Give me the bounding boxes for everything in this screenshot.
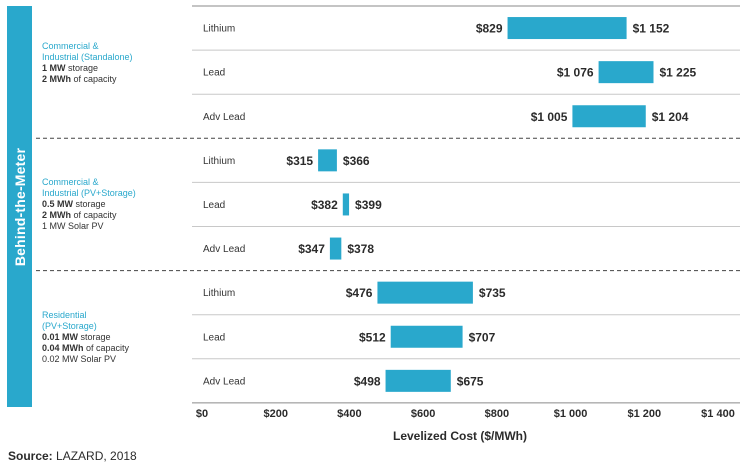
group-spec: 2 MWh of capacity	[42, 210, 192, 221]
spec-value: 0.5 MW	[42, 199, 74, 209]
high-value-label: $1 225	[660, 66, 697, 80]
category-label: Lithium	[203, 156, 235, 167]
range-bar	[318, 149, 337, 172]
high-value-label: $378	[347, 242, 374, 256]
category-label: Lead	[203, 332, 225, 343]
spec-text: storage	[65, 63, 99, 73]
x-tick-label: $800	[485, 408, 509, 420]
x-tick-label: $1 200	[627, 408, 661, 420]
group-spec: 2 MWh of capacity	[42, 74, 192, 85]
range-bar	[342, 193, 350, 216]
range-bar	[598, 61, 654, 84]
spec-value: 2 MWh	[42, 74, 71, 84]
range-bar	[507, 17, 627, 40]
spec-text: 0.02 MW Solar PV	[42, 354, 117, 364]
high-value-label: $366	[343, 154, 370, 168]
low-value-label: $476	[346, 286, 373, 300]
x-tick-label: $1 000	[554, 408, 588, 420]
category-label: Lithium	[203, 288, 235, 299]
group-title-line2: (PV+Storage)	[42, 321, 97, 331]
spec-text: of capacity	[71, 210, 117, 220]
group-spec: 1 MW storage	[42, 63, 192, 74]
high-value-label: $399	[355, 198, 382, 212]
category-label: Lead	[203, 200, 225, 211]
source-text: LAZARD, 2018	[52, 449, 137, 463]
spec-text: 1 MW Solar PV	[42, 221, 104, 231]
group-title-line2: Industrial (Standalone)	[42, 52, 133, 62]
spec-text: of capacity	[83, 343, 130, 353]
category-label: Lead	[203, 68, 225, 79]
spec-value: 0.04 MWh	[42, 343, 84, 353]
group-spec: 1 MW Solar PV	[42, 221, 192, 232]
category-label: Adv Lead	[203, 376, 245, 387]
low-value-label: $829	[476, 22, 503, 36]
high-value-label: $675	[457, 374, 484, 388]
group-title-line1: Commercial &	[42, 41, 99, 51]
category-label: Adv Lead	[203, 244, 245, 255]
low-value-label: $347	[298, 242, 325, 256]
x-tick-label: $1 400	[701, 408, 735, 420]
range-bar	[329, 237, 342, 260]
source-label: Source:	[8, 449, 53, 463]
range-bar	[390, 325, 463, 348]
x-axis-title: Levelized Cost ($/MWh)	[393, 429, 527, 443]
x-tick-label: $0	[196, 408, 208, 420]
spec-value: 0.01 MW	[42, 332, 79, 342]
group-label-residential: Residential (PV+Storage) 0.01 MW storage…	[42, 310, 192, 365]
spec-value: 2 MWh	[42, 210, 71, 220]
category-label: Adv Lead	[203, 112, 245, 123]
group-title-line1: Residential	[42, 310, 87, 320]
low-value-label: $498	[354, 374, 381, 388]
x-tick-label: $200	[263, 408, 287, 420]
category-label: Lithium	[203, 24, 235, 35]
group-label-standalone: Commercial & Industrial (Standalone) 1 M…	[42, 41, 192, 85]
group-spec: 0.02 MW Solar PV	[42, 354, 192, 365]
range-bar	[377, 281, 473, 304]
high-value-label: $735	[479, 286, 506, 300]
high-value-label: $1 204	[652, 110, 689, 124]
group-spec: 0.04 MWh of capacity	[42, 343, 192, 354]
spec-text: storage	[73, 199, 106, 209]
section-side-bar: Behind-the-Meter	[7, 6, 32, 407]
range-bar	[572, 105, 646, 128]
spec-value: 1 MW	[42, 63, 66, 73]
group-title-line1: Commercial &	[42, 177, 99, 187]
low-value-label: $315	[286, 154, 313, 168]
spec-text: of capacity	[71, 74, 117, 84]
low-value-label: $1 005	[531, 110, 568, 124]
group-label-pv-storage: Commercial & Industrial (PV+Storage) 0.5…	[42, 177, 192, 232]
high-value-label: $707	[469, 330, 496, 344]
low-value-label: $512	[359, 330, 386, 344]
x-tick-label: $600	[411, 408, 435, 420]
high-value-label: $1 152	[633, 22, 670, 36]
group-spec: 0.5 MW storage	[42, 199, 192, 210]
group-title-line2: Industrial (PV+Storage)	[42, 188, 136, 198]
source-note: Source: LAZARD, 2018	[8, 449, 137, 463]
range-bar	[385, 369, 451, 392]
low-value-label: $1 076	[557, 66, 594, 80]
x-tick-label: $400	[337, 408, 361, 420]
group-spec: 0.01 MW storage	[42, 332, 192, 343]
spec-text: storage	[78, 332, 111, 342]
low-value-label: $382	[311, 198, 338, 212]
